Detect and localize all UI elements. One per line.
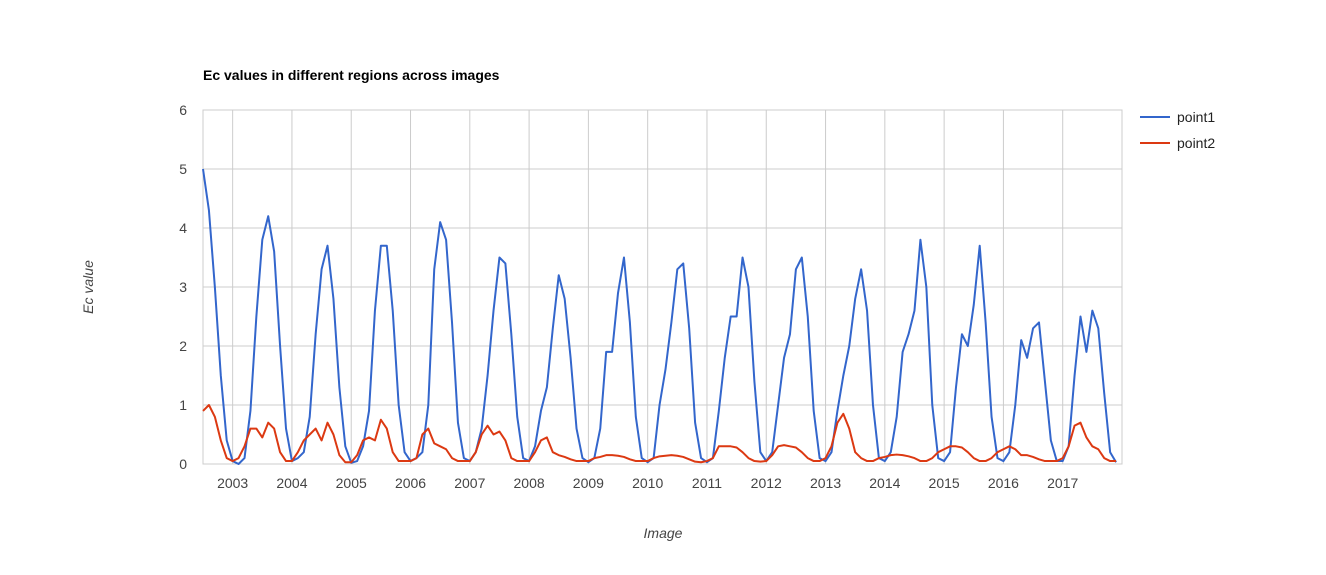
x-tick-label: 2005 bbox=[336, 475, 367, 491]
x-tick-label: 2016 bbox=[988, 475, 1019, 491]
x-tick-label: 2010 bbox=[632, 475, 663, 491]
x-tick-label: 2004 bbox=[276, 475, 307, 491]
series-line bbox=[202, 404, 1117, 464]
x-tick-label: 2007 bbox=[454, 475, 485, 491]
y-tick-label: 5 bbox=[179, 161, 187, 177]
legend-label: point1 bbox=[1177, 109, 1215, 125]
legend: point1 point2 bbox=[1140, 109, 1215, 151]
x-tick-label: 2003 bbox=[217, 475, 248, 491]
y-tick-label: 2 bbox=[179, 338, 187, 354]
x-axis-title: Image bbox=[644, 525, 683, 541]
grid: 0 1 2 3 4 5 6 2003 2004 2005 2006 2007 2008 2009 2010 2… bbox=[179, 102, 1123, 491]
y-tick-label: 4 bbox=[179, 220, 187, 236]
y-tick-label: 1 bbox=[179, 397, 187, 413]
x-tick-label: 2015 bbox=[929, 475, 960, 491]
x-tick-label: 2014 bbox=[869, 475, 900, 491]
x-tick-label: 2012 bbox=[751, 475, 782, 491]
series-line bbox=[202, 168, 1117, 465]
x-tick-label: 2009 bbox=[573, 475, 604, 491]
plot-area bbox=[202, 168, 1117, 465]
x-tick-label: 2017 bbox=[1047, 475, 1078, 491]
y-tick-label: 3 bbox=[179, 279, 187, 295]
x-tick-label: 2013 bbox=[810, 475, 841, 491]
plot-frame bbox=[202, 109, 1123, 465]
y-tick-label: 6 bbox=[179, 102, 187, 118]
legend-label: point2 bbox=[1177, 135, 1215, 151]
x-tick-label: 2011 bbox=[692, 475, 722, 491]
y-tick-label: 0 bbox=[179, 456, 187, 472]
y-axis-title: Ec value bbox=[80, 260, 96, 314]
x-tick-label: 2008 bbox=[514, 475, 545, 491]
chart-title: Ec values in different regions across im… bbox=[203, 67, 500, 83]
x-tick-label: 2006 bbox=[395, 475, 426, 491]
